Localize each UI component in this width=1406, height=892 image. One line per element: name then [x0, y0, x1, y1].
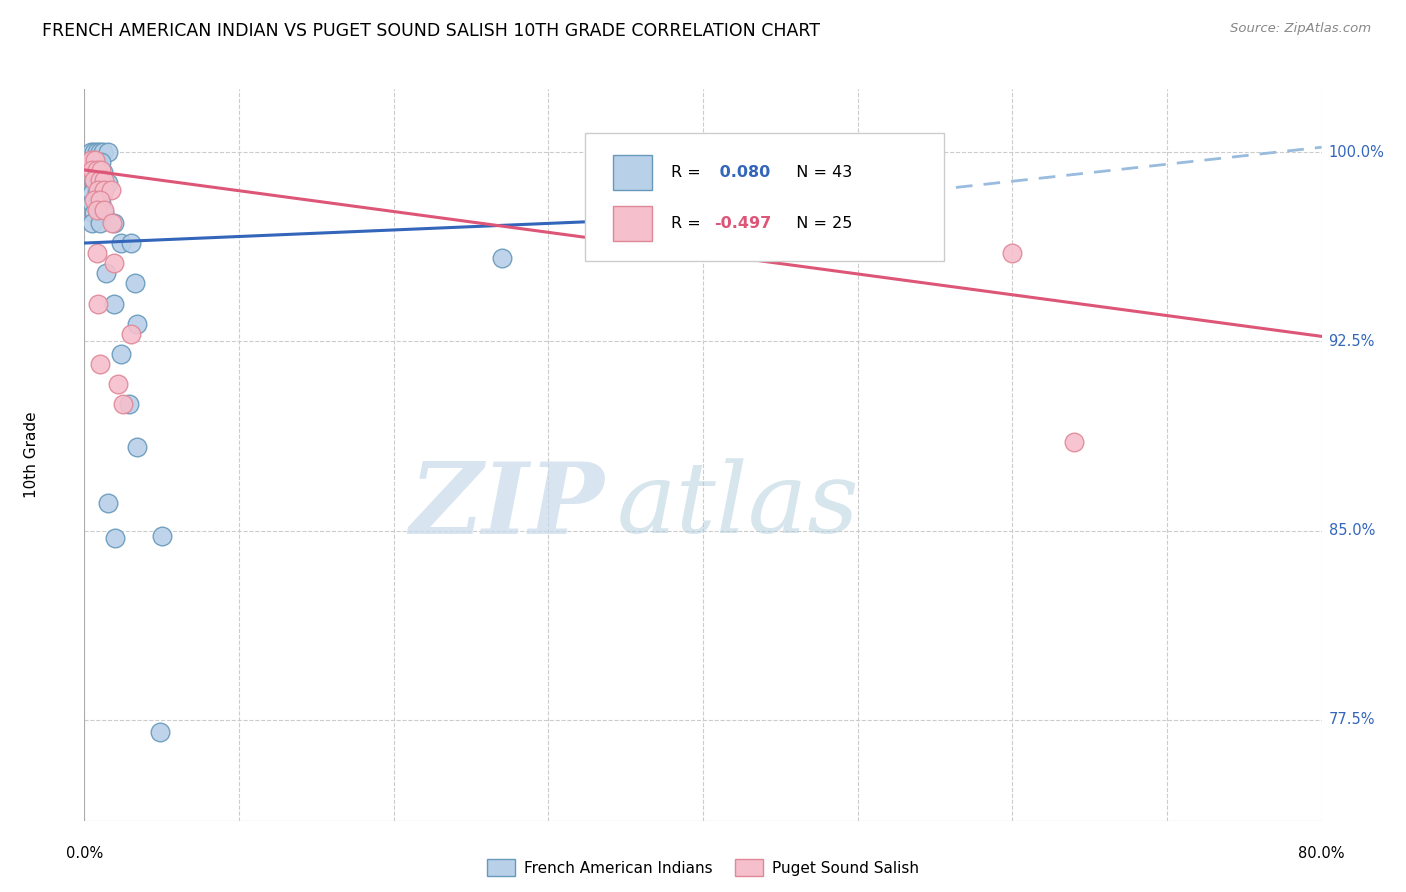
Point	[103, 216, 125, 230]
Point	[107, 377, 129, 392]
Point	[83, 145, 105, 160]
Text: 0.0%: 0.0%	[66, 846, 103, 861]
Point	[118, 397, 141, 411]
Point	[614, 213, 637, 227]
Point	[96, 496, 118, 510]
Point	[90, 195, 112, 210]
Point	[86, 145, 108, 160]
Text: R =: R =	[671, 165, 706, 180]
Point	[89, 357, 111, 371]
FancyBboxPatch shape	[613, 206, 652, 242]
Point	[86, 186, 108, 200]
Point	[79, 145, 101, 160]
Point	[87, 183, 110, 197]
Point	[94, 266, 117, 280]
Point	[87, 296, 110, 310]
Point	[83, 165, 105, 179]
Point	[89, 173, 111, 187]
Point	[120, 326, 142, 341]
Point	[110, 347, 132, 361]
Point	[124, 277, 146, 291]
Point	[125, 441, 148, 455]
Point	[120, 235, 142, 250]
Point	[1063, 435, 1085, 450]
Point	[82, 155, 104, 169]
Point	[82, 216, 104, 230]
Text: 77.5%: 77.5%	[1329, 712, 1375, 727]
Point	[110, 235, 132, 250]
Point	[96, 145, 118, 160]
Point	[86, 155, 108, 169]
Point	[112, 397, 135, 411]
Point	[83, 173, 105, 187]
Point	[100, 183, 122, 197]
Point	[86, 195, 108, 210]
Text: N = 25: N = 25	[786, 216, 852, 230]
Point	[91, 176, 114, 190]
Point	[103, 296, 125, 310]
Text: -0.497: -0.497	[714, 216, 772, 230]
Point	[90, 155, 112, 169]
Point	[82, 162, 104, 177]
Point	[83, 206, 105, 220]
Point	[86, 246, 108, 260]
Point	[96, 176, 118, 190]
Text: 80.0%: 80.0%	[1298, 846, 1346, 861]
Point	[87, 176, 110, 190]
Point	[91, 145, 114, 160]
Point	[83, 193, 105, 207]
Point	[87, 206, 110, 220]
Point	[87, 165, 110, 179]
Point	[93, 206, 115, 220]
Point	[125, 317, 148, 331]
Text: 10th Grade: 10th Grade	[24, 411, 39, 499]
Point	[82, 186, 104, 200]
Point	[1001, 246, 1024, 260]
Point	[103, 256, 125, 270]
Point	[104, 531, 127, 545]
Point	[79, 153, 101, 167]
Point	[101, 216, 124, 230]
Point	[86, 162, 108, 177]
Text: 92.5%: 92.5%	[1329, 334, 1375, 349]
Point	[149, 725, 172, 739]
Point	[150, 528, 173, 542]
Point	[90, 162, 112, 177]
Point	[93, 173, 115, 187]
Point	[89, 145, 111, 160]
Legend: French American Indians, Puget Sound Salish: French American Indians, Puget Sound Sal…	[481, 853, 925, 882]
Point	[84, 153, 107, 167]
FancyBboxPatch shape	[613, 155, 652, 190]
Point	[93, 183, 115, 197]
Text: R =: R =	[671, 216, 706, 230]
Point	[86, 203, 108, 218]
Point	[82, 195, 104, 210]
Point	[491, 251, 513, 265]
Text: 85.0%: 85.0%	[1329, 523, 1375, 538]
Text: ZIP: ZIP	[409, 458, 605, 554]
Text: 100.0%: 100.0%	[1329, 145, 1385, 160]
Point	[93, 203, 115, 218]
Point	[89, 216, 111, 230]
Text: FRENCH AMERICAN INDIAN VS PUGET SOUND SALISH 10TH GRADE CORRELATION CHART: FRENCH AMERICAN INDIAN VS PUGET SOUND SA…	[42, 22, 820, 40]
Point	[83, 176, 105, 190]
Point	[91, 186, 114, 200]
FancyBboxPatch shape	[585, 133, 945, 261]
Text: Source: ZipAtlas.com: Source: ZipAtlas.com	[1230, 22, 1371, 36]
Text: N = 43: N = 43	[786, 165, 852, 180]
Point	[91, 165, 114, 179]
Point	[89, 193, 111, 207]
Text: atlas: atlas	[616, 458, 859, 554]
Text: 0.080: 0.080	[714, 165, 770, 180]
